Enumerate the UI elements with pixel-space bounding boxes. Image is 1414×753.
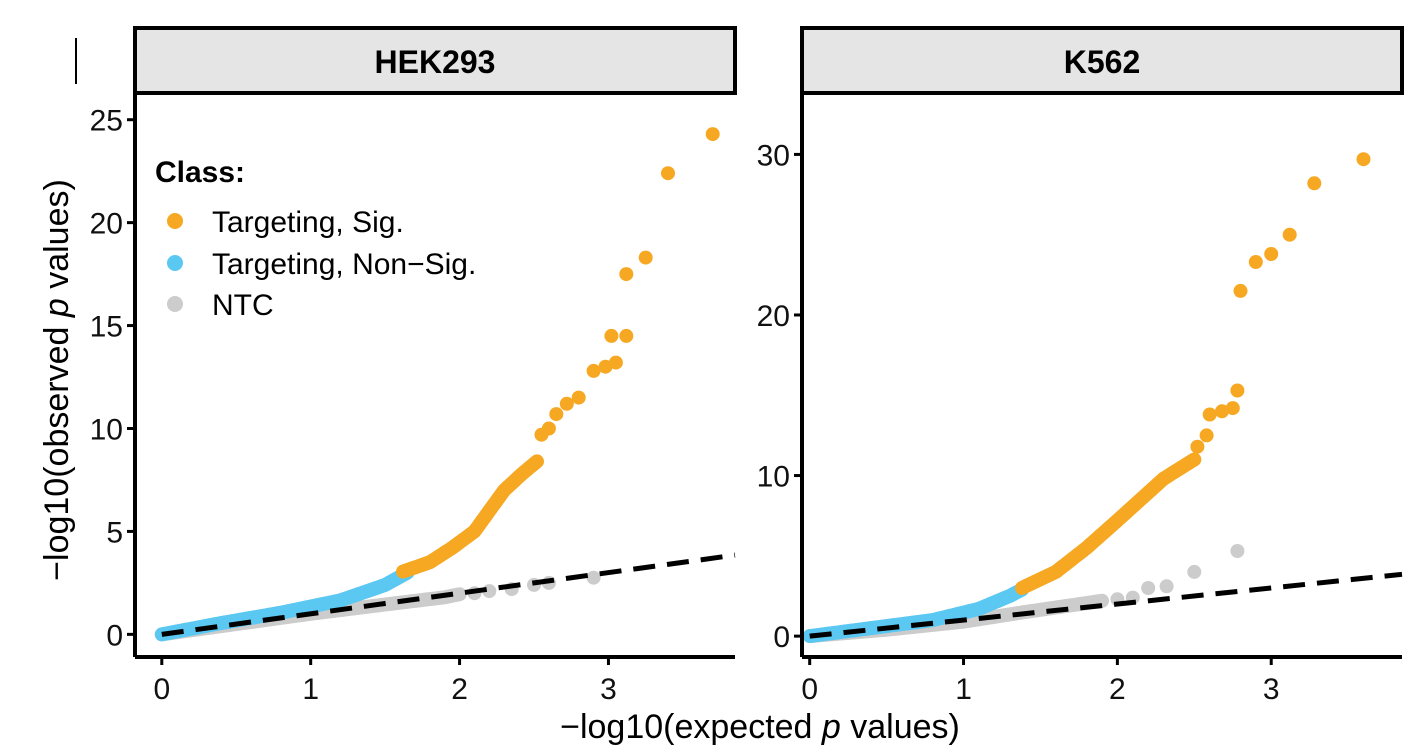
y-tick-label: 10 [90,413,123,446]
data-point [661,166,675,181]
data-point [549,407,564,422]
y-tick-label: 25 [90,105,123,138]
data-point [1141,581,1156,595]
data-point [541,421,556,436]
data-point [586,363,601,378]
data-point [1215,404,1229,419]
data-point [1264,247,1279,261]
data-point [604,328,619,343]
data-point [1190,439,1205,454]
y-tick-label: 30 [757,139,790,172]
panel-hek293: HEK293 0 1 2 3 0 5 10 15 20 25 [90,26,737,706]
y-tick-label: 0 [106,619,123,652]
x-tick-label: 1 [302,673,319,706]
strip-title: K562 [1064,44,1141,80]
plot-area [802,152,1403,644]
y-tick-label: 0 [773,621,790,654]
data-point [1159,579,1174,594]
x-tick-label: 3 [600,673,617,706]
data-point [1199,428,1214,443]
data-point [1187,564,1202,579]
data-point [571,390,586,405]
legend-title: Class: [155,156,245,189]
data-point [608,355,623,370]
y-axis-title: −log10(observed p values) [38,179,76,581]
data-point [619,328,634,343]
legend-dot-targeting-nonsig [167,255,183,271]
axes: 0 1 2 3 0 5 10 15 20 25 [90,95,735,706]
data-point [705,127,720,142]
plot-area [154,127,736,642]
data-point [1187,452,1202,467]
x-tick-label: 2 [1109,673,1126,706]
data-point [1230,544,1245,558]
legend-dot-ntc [167,296,183,312]
data-point [1307,176,1322,191]
data-point [1282,227,1297,242]
data-point [586,570,601,585]
legend-label-ntc: NTC [212,289,274,322]
x-tick-label: 1 [955,673,972,706]
y-tick-label: 20 [90,208,123,241]
legend-label-targeting-nonsig: Targeting, Non−Sig. [212,248,476,281]
y-tick-label: 20 [757,300,790,333]
data-point [1225,401,1240,416]
reference-line [809,571,1403,639]
data-point [1356,152,1371,167]
legend-label-targeting-sig: Targeting, Sig. [212,206,404,239]
strip-background [133,26,737,95]
x-tick-label: 3 [1263,673,1280,706]
legend-dot-targeting-sig [167,213,183,229]
data-point [1233,283,1248,298]
data-point [1248,255,1263,269]
data-point [1230,383,1245,398]
strip-background [800,26,1404,95]
data-point [452,587,467,602]
y-tick-label: 10 [757,461,790,494]
y-tick-label: 15 [90,311,123,344]
strip-title: HEK293 [375,44,496,80]
data-point [530,454,544,469]
x-tick-label: 2 [451,673,468,706]
data-point [559,396,574,411]
y-tick-label: 5 [106,516,123,549]
x-tick-label: 0 [153,673,170,706]
data-point [638,250,653,265]
x-axis-title: −log10(expected p values) [560,708,960,746]
x-tick-label: 0 [801,673,818,706]
reference-line [161,552,736,637]
data-point [1202,407,1217,422]
legend: Class: Targeting, Sig. Targeting, Non−Si… [155,156,476,322]
data-point [619,267,634,282]
